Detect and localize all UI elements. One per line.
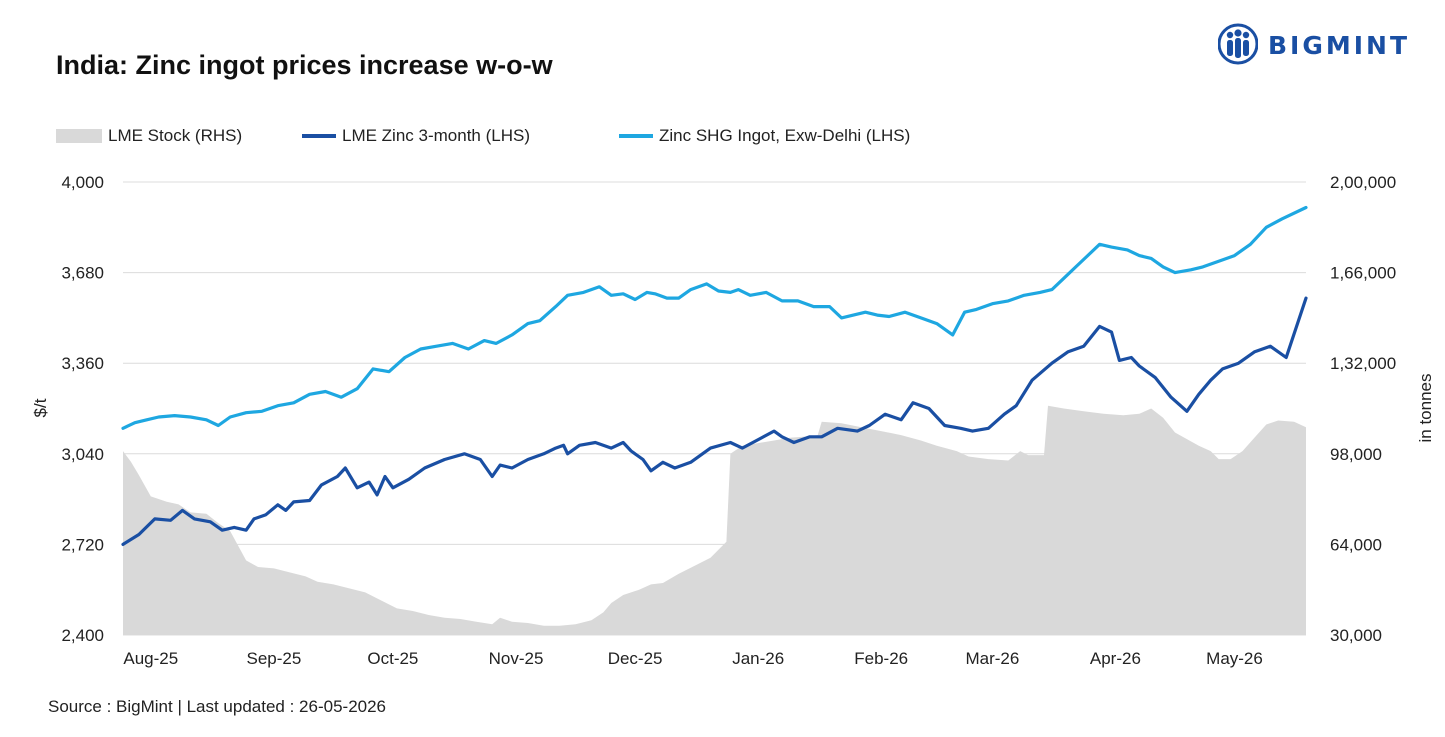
y-tick-label-right: 1,66,000 xyxy=(1330,264,1396,283)
y-tick-label-right: 98,000 xyxy=(1330,445,1382,464)
y-tick-label-right: 64,000 xyxy=(1330,535,1382,554)
y-tick-label-left: 3,680 xyxy=(61,264,104,283)
x-tick-label: Apr-26 xyxy=(1090,649,1141,668)
x-tick-label: Aug-25 xyxy=(123,649,178,668)
source-note: Source : BigMint | Last updated : 26-05-… xyxy=(48,697,387,716)
bigmint-people-icon xyxy=(1218,23,1258,65)
legend-label: LME Stock (RHS) xyxy=(108,126,243,145)
y-tick-label-right: 1,32,000 xyxy=(1330,354,1396,373)
legend-swatch-line xyxy=(302,134,336,138)
y-tick-label-left: 3,360 xyxy=(61,354,104,373)
series-line-zinc-shg xyxy=(121,205,1308,430)
y-axis-right-label: in tonnes xyxy=(1416,374,1435,443)
series-area-lme-stock xyxy=(123,405,1306,635)
y-axis-left-label: $/t xyxy=(31,398,50,417)
y-tick-label-left: 4,000 xyxy=(61,173,104,192)
x-tick-label: Feb-26 xyxy=(854,649,908,668)
y-tick-label-right: 2,00,000 xyxy=(1330,173,1396,192)
y-tick-label-left: 2,400 xyxy=(61,626,104,645)
x-tick-label: Dec-25 xyxy=(608,649,663,668)
series-line-lme-zinc xyxy=(121,296,1308,546)
x-tick-label: Jan-26 xyxy=(732,649,784,668)
x-tick-label: Sep-25 xyxy=(246,649,301,668)
x-tick-label: May-26 xyxy=(1206,649,1263,668)
x-tick-label: Oct-25 xyxy=(367,649,418,668)
chart-title: India: Zinc ingot prices increase w-o-w xyxy=(56,50,553,80)
legend-label: Zinc SHG Ingot, Exw-Delhi (LHS) xyxy=(659,126,911,145)
x-tick-label: Nov-25 xyxy=(489,649,544,668)
logo-text: BIGMINT xyxy=(1268,30,1411,60)
legend-swatch-line xyxy=(619,134,653,138)
legend-item-lme-zinc: LME Zinc 3-month (LHS) xyxy=(302,126,530,146)
bigmint-logo: BIGMINT xyxy=(1218,22,1410,68)
y-tick-label-left: 3,040 xyxy=(61,445,104,464)
legend-item-zinc-shg: Zinc SHG Ingot, Exw-Delhi (LHS) xyxy=(619,126,910,146)
legend-item-lme-stock: LME Stock (RHS) xyxy=(56,126,242,146)
y-tick-label-left: 2,720 xyxy=(61,535,104,554)
x-tick-label: Mar-26 xyxy=(965,649,1019,668)
legend-swatch-area xyxy=(56,129,102,143)
y-tick-label-right: 30,000 xyxy=(1330,626,1382,645)
legend-label: LME Zinc 3-month (LHS) xyxy=(342,126,530,145)
